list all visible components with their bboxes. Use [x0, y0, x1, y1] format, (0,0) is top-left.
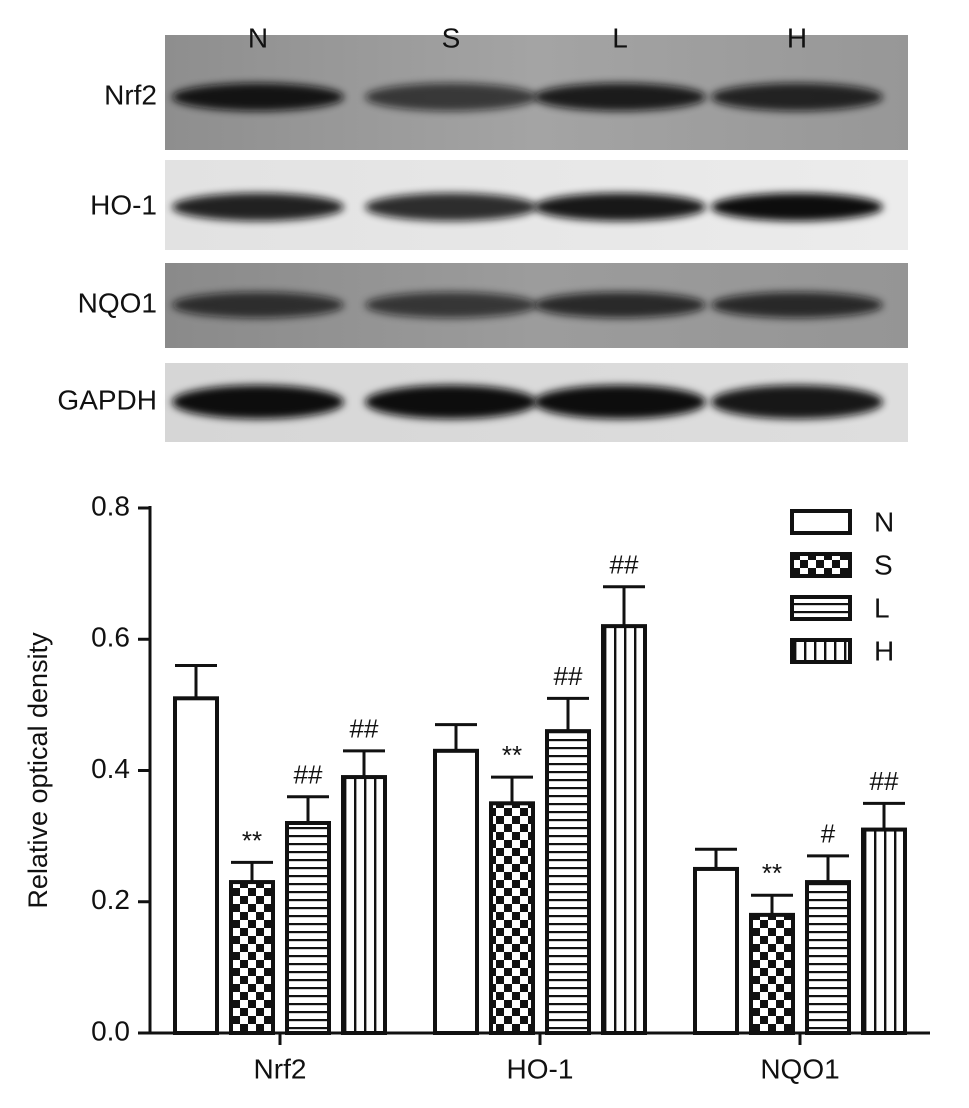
- western-blot: [165, 35, 908, 442]
- lane-label: N: [248, 22, 268, 53]
- significance-label: **: [502, 740, 522, 770]
- y-tick-label: 0.2: [91, 884, 130, 915]
- lane-label: S: [442, 22, 461, 53]
- blot-band: [172, 83, 344, 111]
- significance-label: ##: [870, 766, 899, 796]
- blot-band: [711, 83, 883, 111]
- blot-band: [711, 385, 883, 419]
- row-label: Nrf2: [104, 79, 157, 110]
- blot-band: [365, 83, 537, 111]
- bar: [341, 775, 387, 1035]
- lane-label: L: [612, 22, 628, 53]
- y-axis-label: Relative optical density: [23, 632, 53, 909]
- bar: [229, 880, 275, 1035]
- significance-label: **: [762, 858, 782, 888]
- bar: [749, 912, 795, 1035]
- legend-label: N: [874, 506, 894, 537]
- y-tick-label: 0.6: [91, 622, 130, 653]
- legend-swatch: [790, 509, 852, 535]
- blot-band: [365, 385, 537, 419]
- legend-swatch: [790, 552, 852, 578]
- blot-band: [711, 292, 883, 318]
- bar: [489, 801, 535, 1035]
- blot-band: [172, 193, 344, 221]
- blot-band: [534, 385, 706, 419]
- x-tick-label: NQO1: [760, 1053, 839, 1084]
- legend-swatch: [790, 638, 852, 664]
- significance-label: **: [242, 825, 262, 855]
- blot-band: [365, 193, 537, 221]
- bar: [805, 880, 851, 1035]
- row-label: NQO1: [78, 287, 157, 318]
- y-tick-label: 0.4: [91, 753, 130, 784]
- bar: [285, 821, 331, 1035]
- legend-label: H: [874, 635, 894, 666]
- blot-band: [172, 292, 344, 318]
- bar: [545, 729, 591, 1035]
- y-tick-label: 0.0: [91, 1015, 130, 1046]
- bar: [433, 748, 479, 1035]
- legend-label: L: [874, 592, 890, 623]
- significance-label: ##: [350, 714, 379, 744]
- blot-band: [534, 193, 706, 221]
- significance-label: ##: [610, 550, 639, 580]
- blot-band: [534, 83, 706, 111]
- bar: [173, 696, 219, 1035]
- blot-band: [172, 385, 344, 419]
- x-tick-label: Nrf2: [254, 1053, 307, 1084]
- blot-band: [711, 193, 883, 221]
- bar: [861, 827, 907, 1035]
- blot-band: [534, 292, 706, 318]
- legend-swatch: [790, 595, 852, 621]
- row-label: GAPDH: [57, 384, 157, 415]
- y-tick-label: 0.8: [91, 490, 130, 521]
- significance-label: ##: [554, 661, 583, 691]
- legend-label: S: [874, 549, 893, 580]
- bar: [693, 866, 739, 1035]
- lane-label: H: [787, 22, 807, 53]
- significance-label: #: [821, 819, 836, 849]
- significance-label: ##: [294, 760, 323, 790]
- bar: [601, 624, 647, 1035]
- x-tick-label: HO-1: [507, 1053, 574, 1084]
- row-label: HO-1: [90, 189, 157, 220]
- blot-band: [365, 292, 537, 318]
